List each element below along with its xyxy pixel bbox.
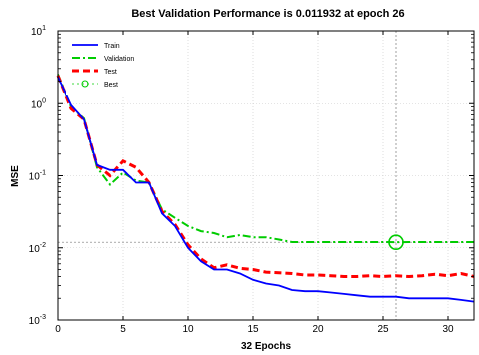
y-tick-label: 10-2 [29,242,46,255]
y-tick-exp: -1 [40,170,46,177]
x-tick-label: 5 [120,324,126,335]
legend-label-train: Train [104,43,120,50]
series-line-train [57,76,475,303]
x-tick-label: 25 [377,324,389,335]
x-axis-ticks: 0 5 10 15 20 25 30 [55,31,454,335]
y-tick-base: 10 [31,99,43,110]
series-group [56,74,475,303]
x-tick-label: 0 [55,324,61,335]
y-tick-exp: -2 [40,242,46,249]
legend: Train Validation Test Best [66,37,146,95]
y-tick-exp: 0 [42,97,46,104]
best-group [388,234,404,251]
y-tick-exp: 1 [42,25,46,32]
legend-label-test: Test [104,69,117,76]
y-tick-base: 10 [29,244,41,255]
series-line-test [56,75,475,279]
y-tick-exp: -3 [40,314,46,321]
x-tick-label: 15 [247,324,259,335]
chart-title: Best Validation Performance is 0.011932 … [131,8,404,20]
y-tick-base: 10 [31,27,43,38]
y-tick-label: 10-1 [29,170,46,183]
y-tick-base: 10 [29,172,41,183]
x-tick-label: 10 [182,324,194,335]
y-tick-label: 10-3 [29,314,46,327]
legend-marker-best [81,80,89,88]
y-tick-label: 100 [31,97,46,110]
legend-label-validation: Validation [104,56,134,63]
legend-label-best: Best [104,82,118,89]
best-point-marker [388,234,404,251]
y-tick-base: 10 [29,316,41,327]
x-tick-label: 20 [312,324,324,335]
legend-box [66,37,146,95]
y-tick-label: 101 [31,25,46,38]
y-axis-label: MSE [10,165,21,187]
x-axis-label: 32 Epochs [241,341,291,352]
x-tick-label: 30 [442,324,454,335]
